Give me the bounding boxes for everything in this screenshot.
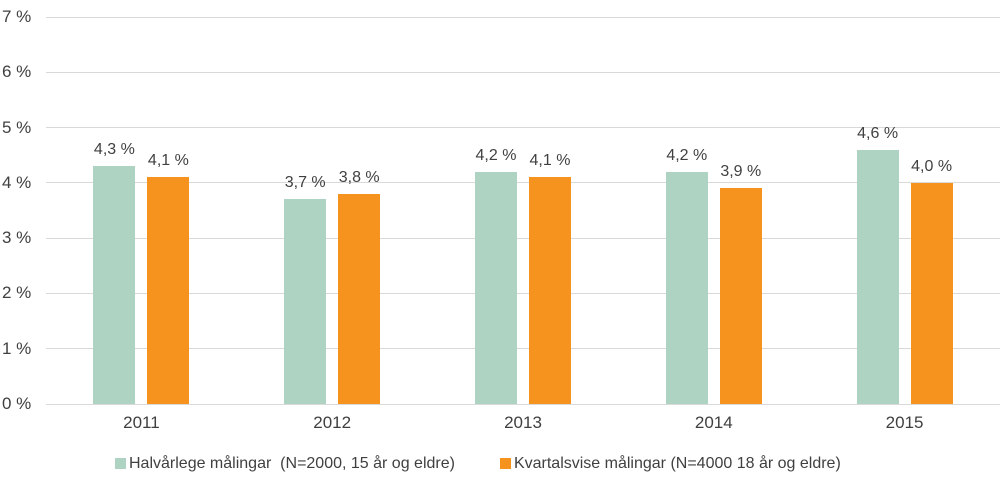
bar-value-label-2014-series-2: 3,9 %: [720, 163, 762, 181]
y-axis-tick-label: 3 %: [2, 228, 32, 248]
gridline-6-percent: [46, 71, 1000, 73]
gridline-0-percent: [46, 403, 1000, 405]
legend-swatch-orange: [499, 458, 511, 469]
bar-2015-series-1: [856, 149, 899, 404]
x-axis-tick-label-2011: 2011: [123, 413, 160, 432]
bar-value-label-2011-series-2: 4,1 %: [147, 152, 189, 170]
y-axis-tick-label: 0 %: [2, 394, 32, 413]
bar-value-label-2014-series-1: 4,2 %: [666, 146, 708, 164]
y-axis-tick-label: 5 %: [2, 117, 32, 137]
y-axis-tick-label: 6 %: [2, 62, 32, 82]
legend-label-halvarlege: Halvårlege målingar (N=2000, 15 år og el…: [129, 455, 455, 472]
bar-value-label-2012-series-1: 3,7 %: [284, 174, 326, 192]
bar-2015-series-2: [910, 182, 953, 404]
bar-value-label-2012-series-2: 3,8 %: [338, 168, 380, 186]
y-axis-tick-label: 7 %: [2, 7, 32, 26]
bar-2014-series-2: [719, 188, 762, 404]
bar-value-label-2013-series-2: 4,1 %: [529, 152, 571, 170]
y-axis-tick-label: 2 %: [2, 283, 32, 303]
bar-2014-series-1: [665, 171, 708, 404]
x-axis-tick-label-2015: 2015: [885, 413, 924, 432]
y-axis-tick-label: 1 %: [2, 338, 32, 358]
bar-value-label-2013-series-1: 4,2 %: [475, 146, 517, 164]
legend-swatch-green: [115, 458, 126, 469]
legend-item-kvartalsvise: Kvartalsvise målingar (N=4000 18 år og e…: [499, 454, 841, 473]
gridline-7-percent: [46, 16, 1000, 18]
gridline-3-percent: [46, 237, 1000, 239]
bar-value-label-2015-series-1: 4,6 %: [857, 124, 899, 142]
x-axis-tick-label-2014: 2014: [694, 413, 733, 432]
x-axis-tick-label-2012: 2012: [313, 413, 352, 432]
bar-2012-series-2: [338, 193, 381, 404]
gridline-1-percent: [46, 348, 1000, 350]
bar-2012-series-1: [284, 199, 327, 404]
chart-legend: Halvårlege målingar (N=2000, 15 år og el…: [115, 454, 841, 473]
bar-value-label-2011-series-1: 4,3 %: [93, 141, 135, 159]
gridline-4-percent: [46, 182, 1000, 184]
x-axis-tick-label-2013: 2013: [504, 413, 542, 432]
bar-2011-series-1: [93, 166, 136, 404]
legend-label-kvartalsvise: Kvartalsvise målingar (N=4000 18 år og e…: [513, 455, 841, 472]
bar-2011-series-2: [147, 177, 190, 404]
y-axis-tick-label: 4 %: [2, 172, 32, 192]
bar-2013-series-1: [475, 171, 517, 404]
legend-item-halvarlege: Halvårlege målingar (N=2000, 15 år og el…: [115, 454, 455, 473]
bar-value-label-2015-series-2: 4,0 %: [911, 157, 953, 175]
gridline-2-percent: [46, 292, 1000, 294]
gridline-5-percent: [46, 127, 1000, 129]
bar-2013-series-2: [529, 177, 571, 404]
